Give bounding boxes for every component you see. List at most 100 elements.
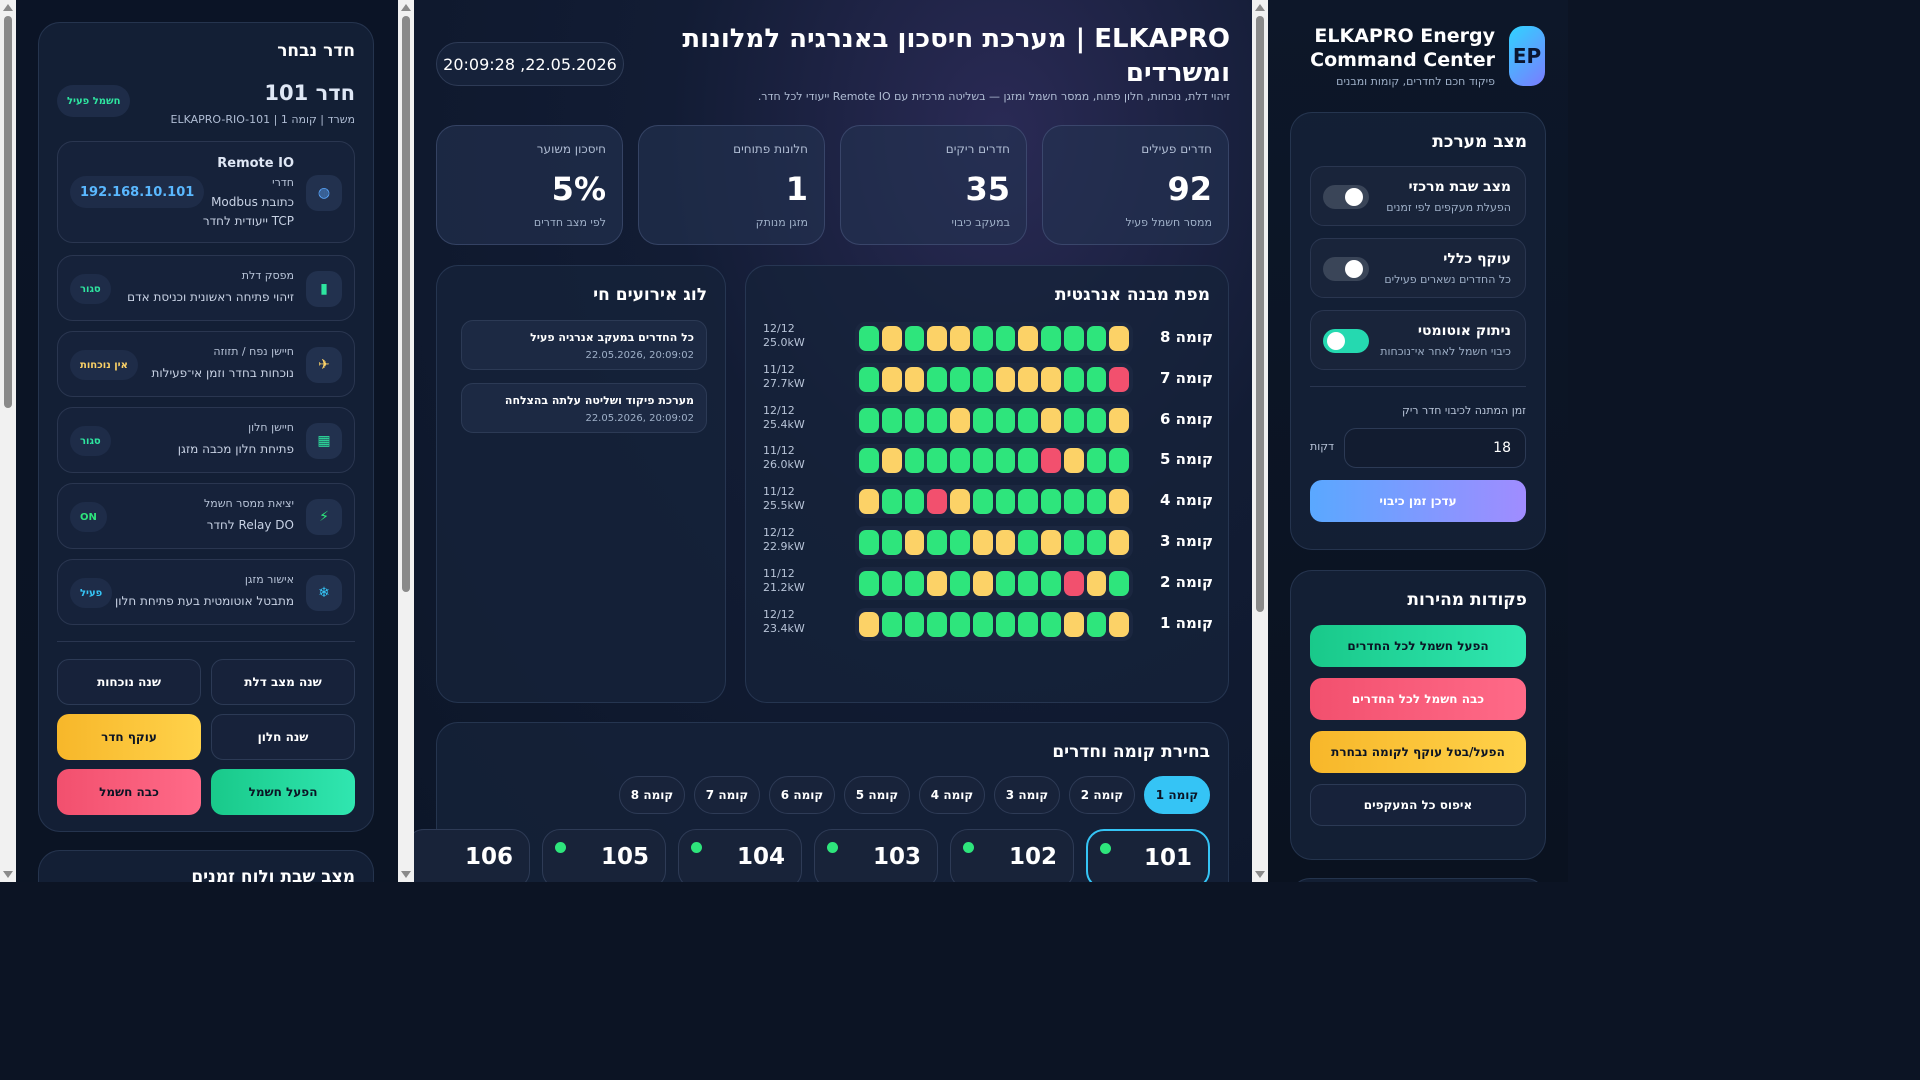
room-cell[interactable] (859, 407, 879, 433)
room-cell[interactable] (1018, 570, 1038, 596)
room-cell[interactable] (927, 611, 947, 637)
floor-tab[interactable]: קומה 5 (844, 776, 910, 814)
sidebar-scrollbar[interactable] (1252, 0, 1268, 882)
room-cell[interactable] (1018, 448, 1038, 474)
bypass-switch[interactable] (1323, 257, 1369, 281)
room-cell[interactable] (1063, 407, 1084, 433)
room-cell[interactable] (1041, 611, 1061, 637)
floor-row[interactable]: קומה 5 11/12 26.0kW (763, 444, 1213, 478)
room-cell[interactable] (1086, 530, 1107, 555)
room-cell[interactable] (881, 448, 902, 474)
room-cell[interactable] (1063, 611, 1084, 637)
room-cell[interactable] (881, 489, 902, 515)
floor-tab[interactable]: קומה 1 (1144, 776, 1210, 814)
room-cell[interactable] (859, 326, 879, 351)
room-bypass-button[interactable]: עוקף חדר (57, 714, 201, 760)
room-cell[interactable] (1109, 326, 1129, 351)
power-off-button[interactable]: כבה חשמל (57, 769, 201, 815)
room-cell[interactable] (995, 489, 1016, 515)
room-cell[interactable] (904, 366, 925, 392)
room-cell[interactable] (859, 366, 879, 392)
room-cell[interactable] (995, 326, 1016, 351)
floor-row[interactable]: קומה 2 11/12 21.2kW (763, 566, 1213, 600)
room-card[interactable]: 104 (678, 829, 802, 882)
room-cell[interactable] (904, 570, 925, 596)
room-cell[interactable] (1018, 530, 1038, 555)
floor-tab[interactable]: קומה 2 (1069, 776, 1135, 814)
floor-row[interactable]: קומה 4 11/12 25.5kW (763, 485, 1213, 519)
room-cell[interactable] (972, 326, 993, 351)
floor-row[interactable]: קומה 3 12/12 22.9kW (763, 526, 1213, 559)
floor-row[interactable]: קומה 8 12/12 25.0kW (763, 322, 1213, 355)
room-cell[interactable] (1086, 366, 1107, 392)
room-cell[interactable] (972, 407, 993, 433)
wait-time-input[interactable]: 18 (1344, 428, 1526, 468)
toggle-door-button[interactable]: שנה מצב דלת (211, 659, 355, 705)
global-bypass-toggle[interactable]: עוקף כללי כל החדרים נשארים פעילים (1310, 238, 1526, 298)
room-cell[interactable] (972, 530, 993, 555)
room-cell[interactable] (881, 570, 902, 596)
update-timeout-button[interactable]: עדכן זמן כיבוי (1310, 480, 1526, 522)
room-cell[interactable] (904, 530, 925, 555)
room-cell[interactable] (995, 530, 1016, 555)
floor-tab[interactable]: קומה 4 (919, 776, 985, 814)
floor-bypass-button[interactable]: הפעל/בטל עוקף לקומה נבחרת (1310, 731, 1526, 773)
room-cell[interactable] (950, 407, 970, 433)
room-cell[interactable] (927, 407, 947, 433)
room-cell[interactable] (995, 366, 1016, 392)
room-cell[interactable] (972, 366, 993, 392)
room-cell[interactable] (1086, 489, 1107, 515)
room-cell[interactable] (1041, 530, 1061, 555)
room-cell[interactable] (1041, 407, 1061, 433)
room-cell[interactable] (995, 611, 1016, 637)
floor-row[interactable]: קומה 6 12/12 25.4kW (763, 403, 1213, 437)
room-cell[interactable] (904, 611, 925, 637)
room-cell[interactable] (1041, 570, 1061, 596)
room-cell[interactable] (995, 448, 1016, 474)
left-scrollbar[interactable] (0, 0, 16, 882)
floor-tab[interactable]: קומה 7 (694, 776, 760, 814)
shabbat-mode-toggle[interactable]: מצב שבת מרכזי הפעלת מעקפים לפי זמנים (1310, 166, 1526, 226)
room-cell[interactable] (972, 489, 993, 515)
room-cell[interactable] (1018, 326, 1038, 351)
room-cell[interactable] (927, 326, 947, 351)
room-cell[interactable] (881, 407, 902, 433)
room-cell[interactable] (1086, 326, 1107, 351)
room-card[interactable]: 102 (950, 829, 1074, 882)
room-cell[interactable] (1018, 366, 1038, 392)
room-cell[interactable] (1041, 326, 1061, 351)
room-cell[interactable] (950, 448, 970, 474)
room-cell[interactable] (927, 448, 947, 474)
room-card[interactable]: 103 (814, 829, 938, 882)
toggle-window-button[interactable]: שנה חלון (211, 714, 355, 760)
floor-tab[interactable]: קומה 3 (994, 776, 1060, 814)
all-power-off-button[interactable]: כבה חשמל לכל החדרים (1310, 678, 1526, 720)
shabbat-switch[interactable] (1323, 185, 1369, 209)
room-cell[interactable] (1018, 407, 1038, 433)
room-cell[interactable] (950, 366, 970, 392)
room-cell[interactable] (904, 448, 925, 474)
room-cell[interactable] (1109, 366, 1129, 392)
room-cell[interactable] (1063, 530, 1084, 555)
room-cell[interactable] (995, 407, 1016, 433)
room-cell[interactable] (859, 489, 879, 515)
room-cell[interactable] (881, 326, 902, 351)
room-cell[interactable] (950, 611, 970, 637)
floor-row[interactable]: קומה 7 11/12 27.7kW (763, 362, 1213, 396)
room-cell[interactable] (859, 530, 879, 555)
room-cell[interactable] (950, 489, 970, 515)
room-cell[interactable] (972, 448, 993, 474)
room-cell[interactable] (1018, 489, 1038, 515)
room-cell[interactable] (1109, 611, 1129, 637)
room-card[interactable]: 105 (542, 829, 666, 882)
room-cell[interactable] (859, 448, 879, 474)
room-cell[interactable] (927, 366, 947, 392)
room-cell[interactable] (904, 489, 925, 515)
room-cell[interactable] (1041, 448, 1061, 474)
room-cell[interactable] (950, 570, 970, 596)
floor-tab[interactable]: קומה 6 (769, 776, 835, 814)
room-cell[interactable] (1063, 448, 1084, 474)
room-cell[interactable] (859, 611, 879, 637)
room-cell[interactable] (1018, 611, 1038, 637)
auto-disconnect-toggle[interactable]: ניתוק אוטומטי כיבוי חשמל לאחר אי־נוכחות (1310, 310, 1526, 370)
